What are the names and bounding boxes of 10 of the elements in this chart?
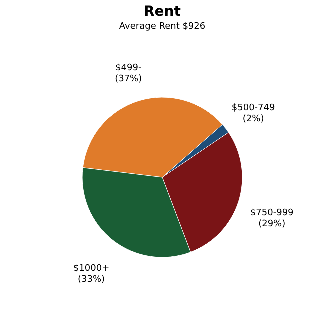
chart-title: Rent [144, 4, 182, 20]
slice-label: $1000+ [73, 264, 110, 274]
chart-subtitle: Average Rent $926 [119, 22, 206, 32]
data-label: (29%) [258, 219, 286, 230]
data-label: (33%) [78, 274, 106, 285]
slice-label: $499- [116, 64, 142, 74]
data-label: (37%) [115, 74, 142, 85]
slice-label: $750-999 [250, 208, 294, 218]
slice-label: $500-749 [232, 103, 276, 114]
data-label: (2%) [242, 114, 264, 124]
